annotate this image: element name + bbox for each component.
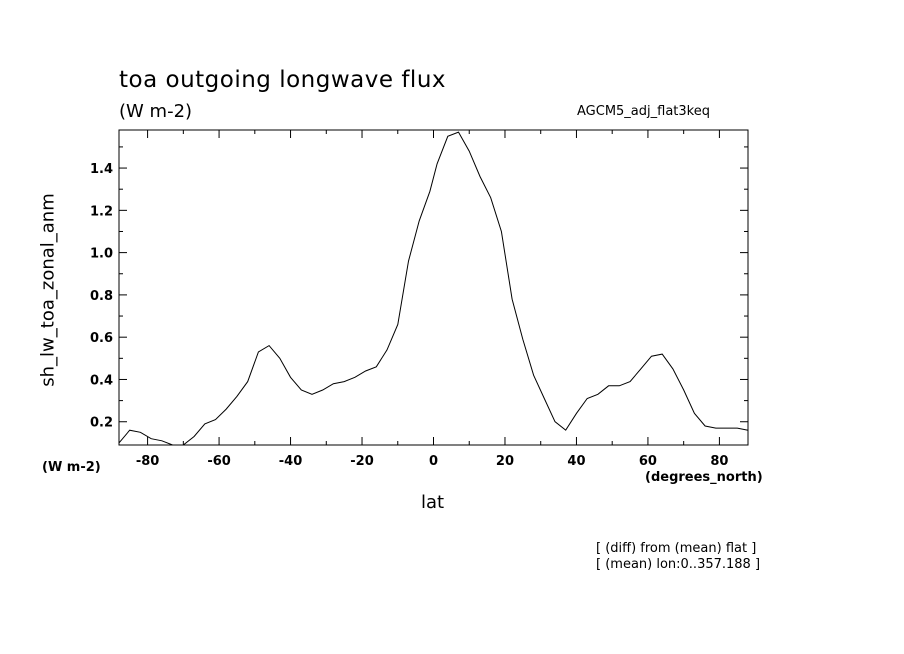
x-tick-label: -20 xyxy=(350,454,374,469)
x-ticks: -80 -60 -40 -20 0 20 40 60 80 xyxy=(136,130,728,469)
y-tick-label: 0.4 xyxy=(90,373,113,388)
x-tick-label: 80 xyxy=(710,454,728,469)
y-tick-label: 0.6 xyxy=(90,331,113,346)
x-tick-label: 40 xyxy=(567,454,585,469)
y-ticks: 0.2 0.4 0.6 0.8 1.0 1.2 1.4 xyxy=(90,146,748,431)
y-tick-label: 1.0 xyxy=(90,247,113,262)
note-diff: [ (diff) from (mean) flat ] xyxy=(596,541,757,556)
series-group xyxy=(118,131,749,446)
x-tick-label: 0 xyxy=(429,454,438,469)
x-tick-label: -80 xyxy=(136,454,160,469)
y-tick-label: 1.2 xyxy=(90,204,113,219)
series-line xyxy=(118,131,749,446)
note-mean: [ (mean) lon:0..357.188 ] xyxy=(596,557,761,572)
x-axis-label: lat xyxy=(421,492,445,513)
y-units-label: (W m-2) xyxy=(42,460,101,475)
y-tick-label: 0.2 xyxy=(90,416,113,431)
chart-title: toa outgoing longwave flux xyxy=(119,67,447,93)
x-tick-label: 60 xyxy=(639,454,657,469)
experiment-label: AGCM5_adj_flat3keq xyxy=(577,104,710,119)
x-tick-label: -60 xyxy=(207,454,231,469)
y-tick-label: 0.8 xyxy=(90,289,113,304)
chart-units: (W m-2) xyxy=(119,101,193,122)
y-tick-label: 1.4 xyxy=(90,162,113,177)
x-tick-label: -40 xyxy=(279,454,303,469)
x-tick-label: 20 xyxy=(496,454,514,469)
x-units-label: (degrees_north) xyxy=(645,470,763,485)
